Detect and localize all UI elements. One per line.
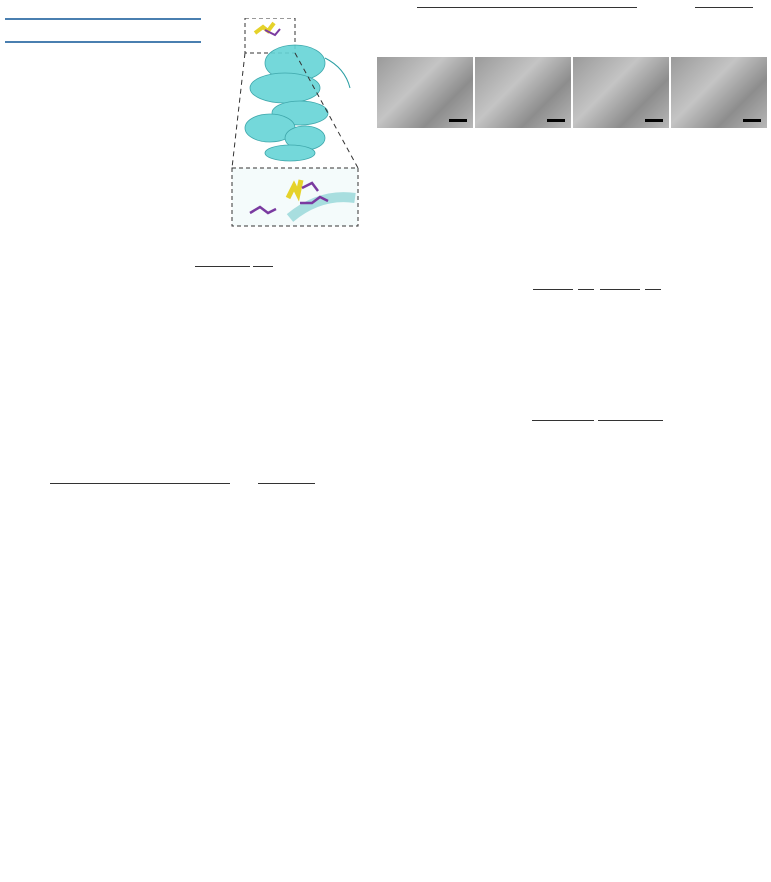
chart-i-mfn1 <box>335 375 415 475</box>
cytosol-bracket <box>532 420 594 421</box>
group-oe-k <box>258 482 315 484</box>
group-vector-k <box>50 482 230 484</box>
group-oe-j2 <box>645 288 661 290</box>
tem-image-4 <box>671 57 767 128</box>
coptisine-row-j <box>480 324 670 340</box>
chart-e-aspect-ratio <box>478 148 568 253</box>
chart-f-mito-area <box>577 148 667 253</box>
mito-bracket <box>598 420 663 421</box>
group-oe-i <box>253 265 273 267</box>
binding-energy-table <box>5 18 201 43</box>
tem-image-3 <box>573 57 669 128</box>
chart-i-sirt1 <box>290 270 370 370</box>
chart-i-pdrp1 <box>385 270 465 370</box>
coptisine-row-c <box>380 42 771 58</box>
lh-row-i <box>140 286 280 304</box>
tem-image-1 <box>377 57 473 128</box>
group-oe-j1 <box>578 288 594 290</box>
lh-row-j <box>480 308 670 324</box>
tem-image-2 <box>475 57 571 128</box>
protein-structure <box>230 17 360 228</box>
header-hb <box>123 19 201 42</box>
scale-bar <box>547 119 565 122</box>
header-component <box>5 19 83 42</box>
spacer <box>0 497 330 513</box>
header-be <box>83 19 122 42</box>
scale-bar <box>449 119 467 122</box>
chart-h-atp <box>18 270 113 380</box>
group-vector-j2 <box>600 288 640 290</box>
chart-j-cytosolic-star <box>688 265 768 365</box>
scale-bar <box>743 119 761 122</box>
lh-row-c <box>380 26 771 42</box>
chart-g-mito-perimeter <box>677 148 767 253</box>
group-vector-i <box>195 265 250 267</box>
chart-j-mito-star <box>688 372 768 472</box>
table-header <box>5 19 201 42</box>
group-vector-j1 <box>533 288 573 290</box>
group-vector-c <box>417 6 637 8</box>
chart-d-testosterone <box>380 148 470 253</box>
coptisine-row-i <box>140 303 280 321</box>
scale-bar <box>645 119 663 122</box>
group-oe-c <box>695 6 753 8</box>
